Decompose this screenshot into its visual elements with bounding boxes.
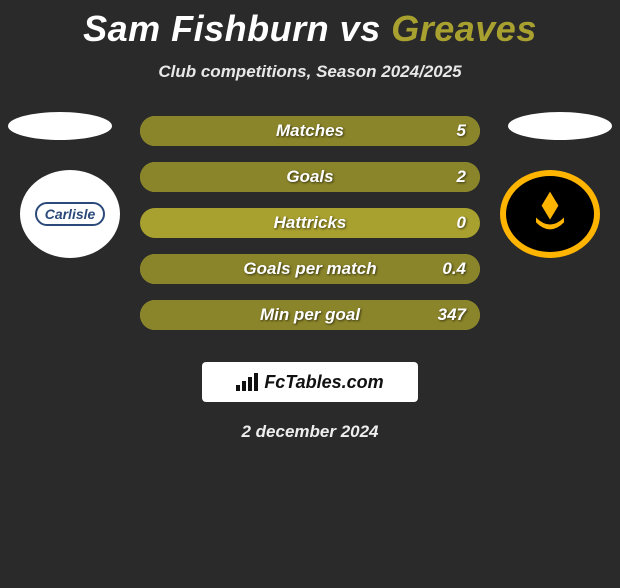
player1-name: Sam Fishburn [83, 8, 329, 49]
player2-name: Greaves [391, 8, 537, 49]
stat-label: Min per goal [140, 305, 480, 325]
source-text: FcTables.com [264, 372, 383, 393]
stat-label: Goals per match [140, 259, 480, 279]
stat-right-value: 0 [457, 213, 466, 233]
stat-right-value: 0.4 [442, 259, 466, 279]
stat-label: Goals [140, 167, 480, 187]
stat-row: Goals2 [140, 162, 480, 192]
stat-label: Hattricks [140, 213, 480, 233]
stat-row: Min per goal347 [140, 300, 480, 330]
stat-bars: Matches5Goals2Hattricks0Goals per match0… [140, 116, 480, 346]
stat-label: Matches [140, 121, 480, 141]
source-badge: FcTables.com [202, 362, 418, 402]
team2-badge-icon [515, 179, 585, 249]
source-logo: FcTables.com [236, 372, 383, 393]
team1-badge: Carlisle [20, 170, 120, 258]
stat-row: Hattricks0 [140, 208, 480, 238]
stat-right-value: 5 [457, 121, 466, 141]
stat-right-value: 347 [438, 305, 466, 325]
comparison-chart: Carlisle Matches5 Goals2 Hattricks0 Goals p… [0, 112, 620, 342]
date-text: 2 december 2024 [0, 422, 620, 442]
player1-photo-placeholder [8, 112, 112, 140]
subtitle: Club competitions, Season 2024/2025 [0, 62, 620, 82]
page-title: Sam Fishburn vs Greaves [0, 8, 620, 50]
vs-text: vs [340, 8, 381, 49]
team1-badge-text: Carlisle [35, 202, 106, 226]
stat-row: Goals per match0.4 [140, 254, 480, 284]
stat-right-value: 2 [457, 167, 466, 187]
team2-badge [500, 170, 600, 258]
bars-icon [236, 373, 258, 391]
stat-row: Matches5 [140, 116, 480, 146]
player2-photo-placeholder [508, 112, 612, 140]
